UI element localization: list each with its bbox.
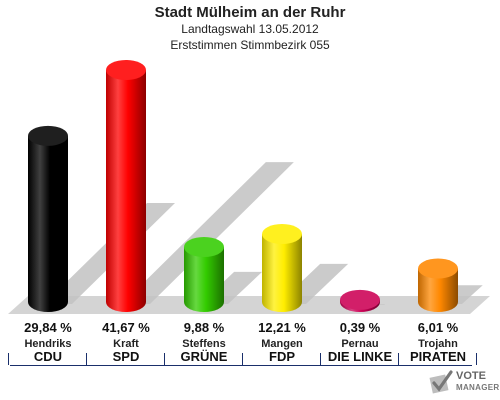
- party-label-piraten: PIRATEN: [409, 349, 467, 364]
- category-separator: [242, 353, 243, 365]
- party-label-gruene: GRÜNE: [180, 349, 228, 364]
- category-separator: [320, 353, 321, 365]
- chart-subtitle: Landtagswahl 13.05.2012: [181, 22, 319, 36]
- value-label-die-linke: 0,39 %: [339, 320, 381, 335]
- bar-fdp: [262, 224, 302, 312]
- bar-cdu: [28, 125, 68, 312]
- value-label-gruene: 9,88 %: [183, 320, 225, 335]
- party-label-cdu: CDU: [33, 349, 63, 364]
- bar-die-linke: [340, 289, 380, 312]
- bar-gruene: [184, 236, 224, 312]
- chart-subtitle-2: Erststimmen Stimmbezirk 055: [170, 38, 330, 52]
- category-separator: [8, 353, 9, 365]
- candidate-label-die-linke: Pernau: [341, 338, 379, 350]
- floor-plane: [8, 296, 490, 314]
- candidate-label-cdu: Hendriks: [24, 338, 72, 350]
- category-separator: [476, 353, 477, 365]
- party-label-die-linke: DIE LINKE: [327, 349, 393, 364]
- chart-title: Stadt Mülheim an der Ruhr: [154, 4, 346, 21]
- logo-text: VOTE: [456, 370, 486, 382]
- bar-spd: [106, 60, 146, 312]
- bar-piraten: [418, 258, 458, 312]
- category-separator: [86, 353, 87, 365]
- candidate-label-spd: Kraft: [113, 338, 139, 350]
- category-separator: [164, 353, 165, 365]
- category-separator: [398, 353, 399, 365]
- candidate-label-gruene: Steffens: [182, 338, 226, 350]
- value-label-spd: 41,67 %: [102, 320, 150, 335]
- bar-shadow-spd: [122, 162, 294, 304]
- candidate-label-fdp: Mangen: [261, 338, 303, 350]
- value-label-fdp: 12,21 %: [258, 320, 306, 335]
- party-label-spd: SPD: [112, 349, 140, 364]
- value-label-cdu: 29,84 %: [24, 320, 72, 335]
- vote-manager-logo: VOTE MANAGER: [428, 366, 500, 398]
- axis-baseline: [10, 365, 472, 366]
- logo-subtext: MANAGER: [456, 383, 500, 392]
- value-label-piraten: 6,01 %: [417, 320, 459, 335]
- ballot-check-icon: [429, 370, 453, 394]
- party-label-fdp: FDP: [269, 349, 295, 364]
- candidate-label-piraten: Trojahn: [418, 338, 458, 350]
